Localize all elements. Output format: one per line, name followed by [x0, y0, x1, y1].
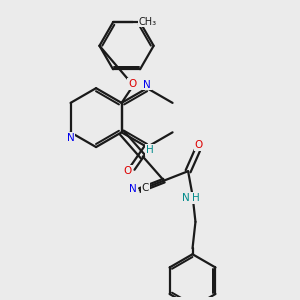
- Text: C: C: [141, 183, 149, 193]
- Text: O: O: [124, 166, 132, 176]
- Text: N: N: [67, 133, 74, 142]
- Text: O: O: [128, 79, 136, 89]
- Text: N: N: [130, 184, 137, 194]
- Text: N: N: [182, 193, 190, 203]
- Text: H: H: [192, 193, 200, 203]
- Text: H: H: [146, 145, 154, 155]
- Text: O: O: [195, 140, 203, 150]
- Text: CH₃: CH₃: [139, 17, 157, 27]
- Text: N: N: [143, 80, 151, 90]
